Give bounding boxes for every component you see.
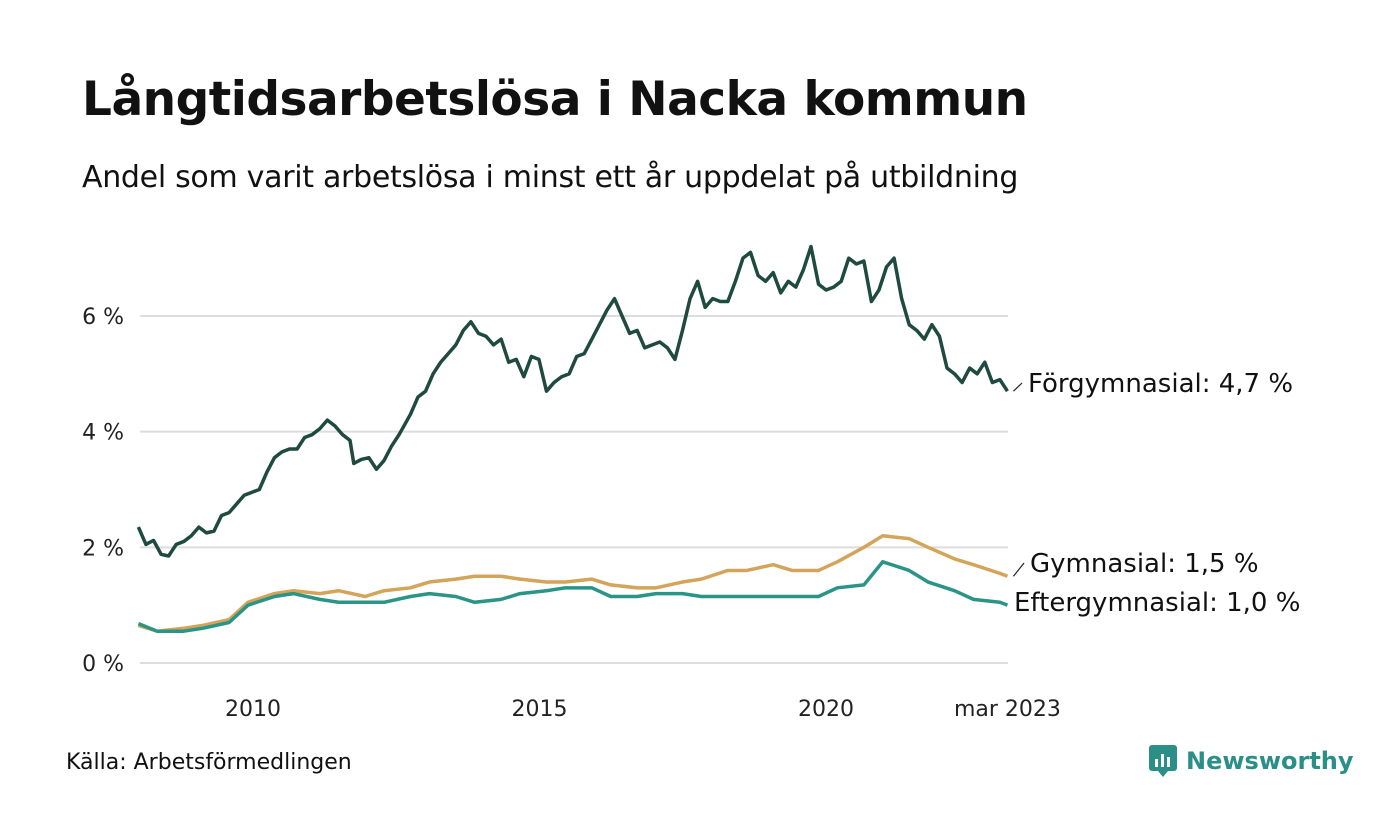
chart-subtitle: Andel som varit arbetslösa i minst ett å… — [82, 160, 1019, 195]
y-tick-label: 4 % — [82, 421, 124, 446]
series-leader-line — [1012, 562, 1025, 577]
series-end-label: Eftergymnasial: 1,0 % — [1014, 588, 1300, 618]
x-tick-label: 2010 — [225, 697, 281, 722]
series-line — [136, 244, 1009, 558]
x-tick-label: 2015 — [512, 697, 568, 722]
chart-title: Långtidsarbetslösa i Nacka kommun — [82, 72, 1028, 127]
y-tick-label: 2 % — [82, 536, 124, 561]
brand-name: Newsworthy — [1186, 747, 1354, 775]
y-tick-label: 0 % — [82, 652, 124, 677]
x-tick-label: 2020 — [798, 697, 854, 722]
series-line — [137, 534, 1009, 633]
y-tick-label: 6 % — [82, 305, 124, 330]
series-end-label: Förgymnasial: 4,7 % — [1028, 369, 1293, 399]
brand-logo[interactable]: Newsworthy — [1148, 744, 1354, 778]
series-end-label: Gymnasial: 1,5 % — [1030, 549, 1259, 579]
x-tick-label: mar 2023 — [954, 697, 1061, 722]
newsworthy-logo-icon — [1149, 745, 1177, 777]
series-leader-line — [1013, 382, 1023, 392]
source-note: Källa: Arbetsförmedlingen — [66, 750, 352, 775]
series-line — [137, 560, 1009, 633]
